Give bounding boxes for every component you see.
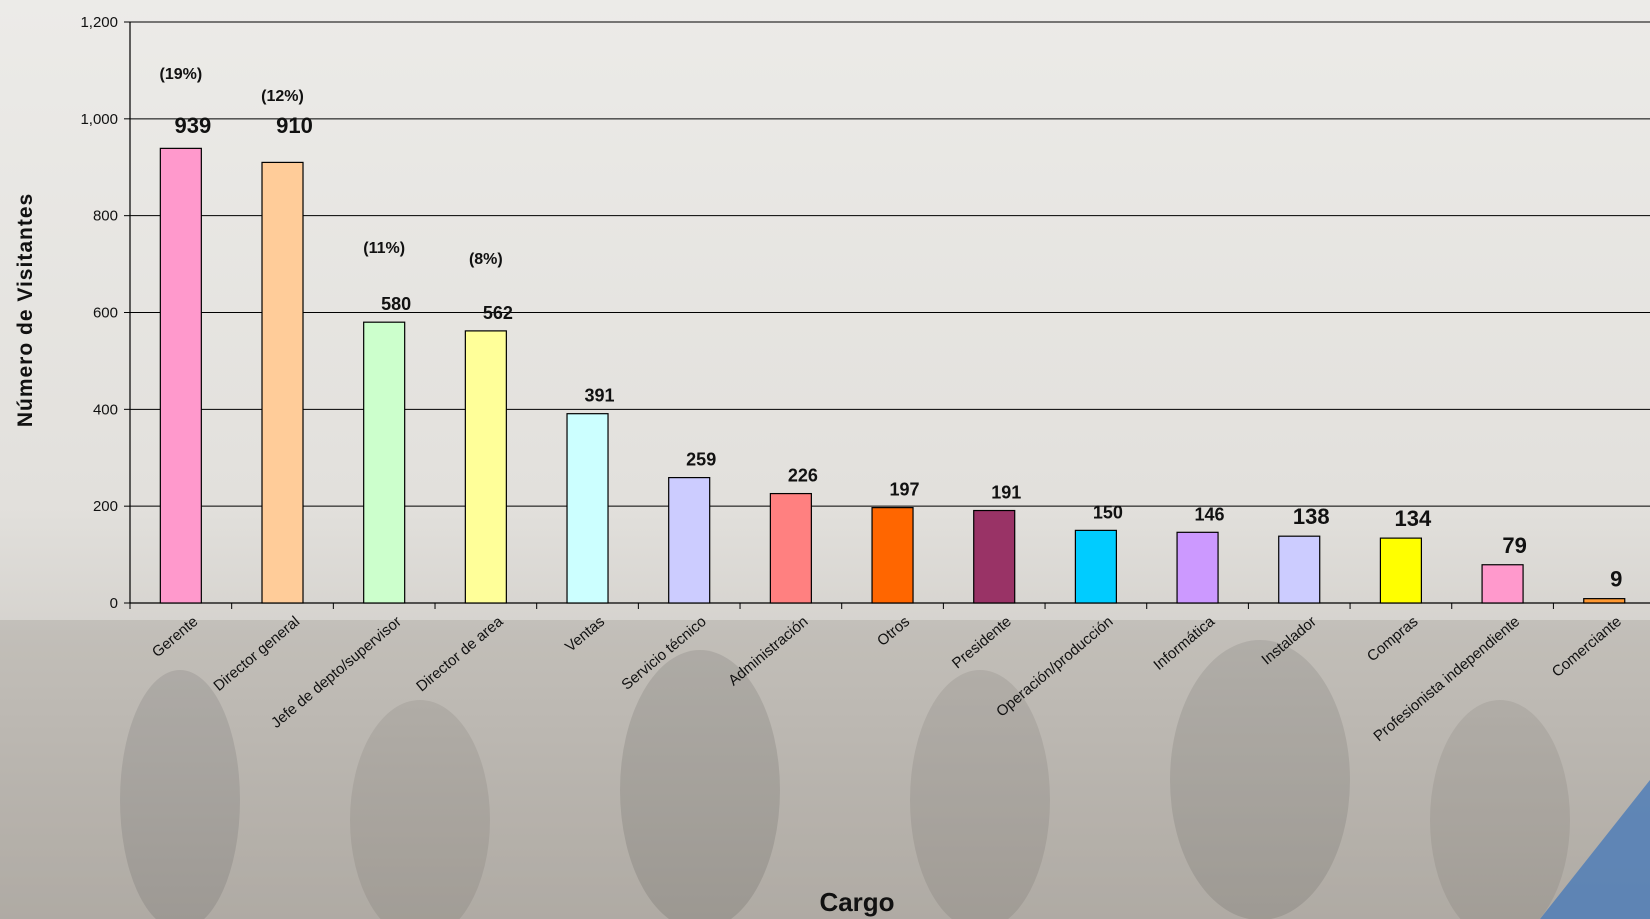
bar-director-de-area: [464, 330, 507, 604]
y-tick-label: 0: [110, 595, 118, 612]
percent-label: (19%): [159, 66, 202, 83]
category-label: Director general: [210, 613, 303, 695]
value-label: 939: [174, 113, 211, 138]
value-label: 197: [890, 480, 920, 500]
y-tick-label: 1,000: [80, 111, 118, 128]
value-label: 910: [276, 113, 313, 138]
bar-compras: [1379, 537, 1423, 604]
bar-operaci-n-producci-n: [1074, 529, 1117, 604]
category-label: Compras: [1364, 613, 1422, 665]
value-label: 226: [788, 466, 818, 486]
category-label: Servicio técnico: [618, 613, 709, 694]
y-tick-label: 200: [93, 498, 118, 515]
category-label: Otros: [874, 613, 913, 650]
percent-label: (11%): [363, 240, 405, 257]
value-label: 134: [1395, 506, 1432, 531]
category-label: Presidente: [949, 613, 1015, 672]
value-label: 9: [1610, 567, 1622, 592]
value-label: 580: [381, 294, 411, 314]
category-label: Comerciante: [1549, 613, 1625, 681]
value-label: 562: [483, 303, 513, 323]
value-label: 146: [1195, 504, 1225, 524]
y-tick-label: 1,200: [80, 14, 118, 31]
bar-inform-tica: [1176, 531, 1219, 604]
category-label: Administración: [725, 613, 811, 689]
category-label: Informática: [1150, 613, 1218, 674]
value-label: 191: [991, 483, 1021, 503]
bar-profesionista-independiente: [1481, 564, 1524, 604]
value-label: 259: [686, 450, 716, 470]
value-label: 79: [1502, 533, 1526, 558]
value-label: 391: [585, 386, 615, 406]
bar-director-general: [261, 161, 304, 604]
y-tick-label: 800: [93, 208, 118, 225]
category-label: Operación/producción: [993, 613, 1116, 720]
category-label: Ventas: [562, 613, 608, 656]
bar-servicio-t-cnico: [668, 477, 711, 604]
value-label: 138: [1293, 504, 1330, 529]
y-tick-label: 400: [93, 401, 118, 418]
percent-label: (12%): [261, 88, 304, 105]
bar-instalador: [1278, 535, 1321, 604]
category-label: Gerente: [149, 613, 201, 661]
category-label: Director de area: [413, 613, 507, 696]
bar-administraci-n: [769, 492, 812, 604]
percent-label: (8%): [469, 251, 503, 268]
y-axis-title: Número de Visitantes: [14, 193, 37, 427]
category-label: Instalador: [1258, 613, 1319, 668]
x-axis-title: Cargo: [819, 887, 894, 917]
y-tick-label: 600: [93, 305, 118, 322]
bar-comerciante: [1583, 598, 1626, 604]
bar-otros: [871, 507, 914, 604]
value-label: 150: [1093, 502, 1123, 522]
bars: [159, 147, 1626, 604]
bar-jefe-de-depto-supervisor: [363, 321, 406, 604]
bar-presidente: [973, 509, 1016, 604]
bar-ventas: [566, 413, 609, 604]
gridlines: [130, 21, 1650, 507]
bar-gerente: [159, 147, 202, 604]
